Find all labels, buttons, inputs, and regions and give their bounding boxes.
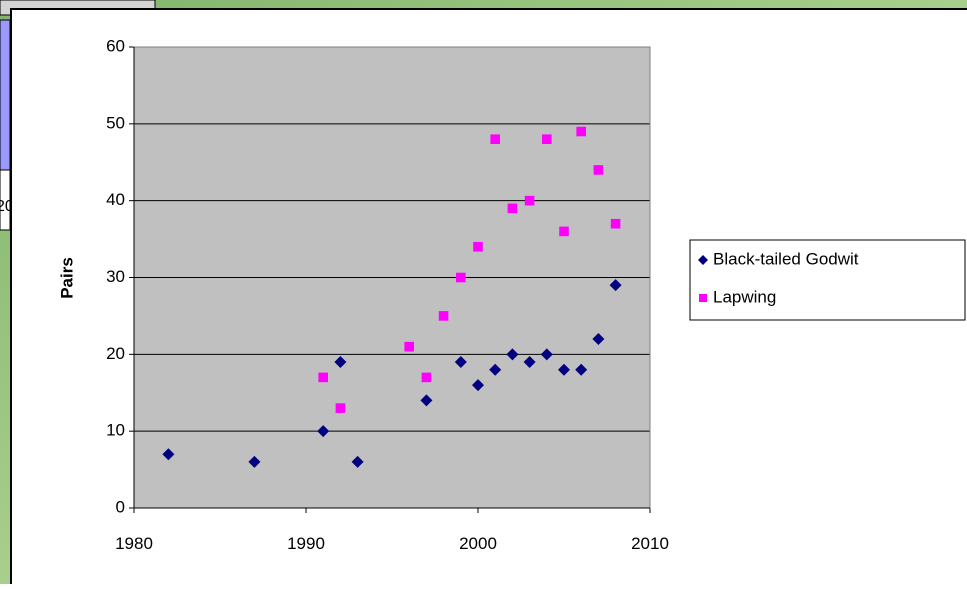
marker-diamond — [698, 255, 708, 265]
marker-square — [335, 403, 346, 413]
y-tick-label: 0 — [116, 497, 125, 516]
panel-fragment — [0, 19, 11, 171]
marker-diamond — [540, 348, 553, 361]
x-tick-label: 2000 — [459, 534, 497, 553]
y-tick-label: 60 — [106, 36, 125, 55]
marker-diamond — [558, 363, 570, 376]
legend-box — [689, 239, 966, 321]
marker-diamond — [351, 455, 364, 468]
marker-diamond — [592, 332, 605, 345]
y-tick-label: 10 — [106, 421, 125, 440]
marker-diamond — [420, 394, 433, 407]
marker-square — [438, 311, 449, 321]
marker-diamond — [454, 356, 467, 369]
marker-square — [507, 203, 518, 214]
legend-label: Black-tailed Godwit — [713, 249, 859, 268]
marker-square — [404, 341, 414, 352]
marker-diamond — [162, 448, 175, 461]
marker-square — [593, 165, 604, 175]
legend-label: Lapwing — [713, 287, 776, 306]
marker-square — [542, 134, 552, 144]
marker-diamond — [506, 348, 519, 361]
y-tick-label: 50 — [106, 113, 125, 132]
x-tick-label: 1980 — [115, 534, 153, 553]
marker-square — [318, 372, 328, 383]
marker-square — [421, 372, 432, 383]
x-tick-label: 2010 — [631, 534, 669, 553]
marker-square — [576, 126, 586, 137]
marker-diamond — [472, 379, 484, 392]
fragment-text: 20 — [0, 198, 14, 215]
marker-square — [456, 272, 466, 283]
marker-diamond — [334, 356, 347, 369]
y-tick-label: 40 — [106, 190, 125, 209]
marker-diamond — [489, 363, 502, 376]
y-tick-label: 20 — [106, 344, 125, 363]
y-axis-label: Pairs — [57, 257, 76, 299]
marker-square — [559, 226, 569, 237]
marker-diamond — [575, 363, 588, 376]
x-tick-label: 1990 — [287, 534, 325, 553]
marker-square — [473, 241, 483, 252]
marker-square — [524, 195, 535, 206]
marker-square — [699, 294, 707, 302]
marker-square — [610, 218, 621, 229]
y-tick-label: 30 — [106, 267, 125, 286]
marker-diamond — [523, 356, 536, 369]
marker-square — [490, 134, 500, 144]
marker-diamond — [248, 455, 261, 468]
marker-diamond — [609, 279, 622, 292]
marker-diamond — [317, 425, 330, 438]
